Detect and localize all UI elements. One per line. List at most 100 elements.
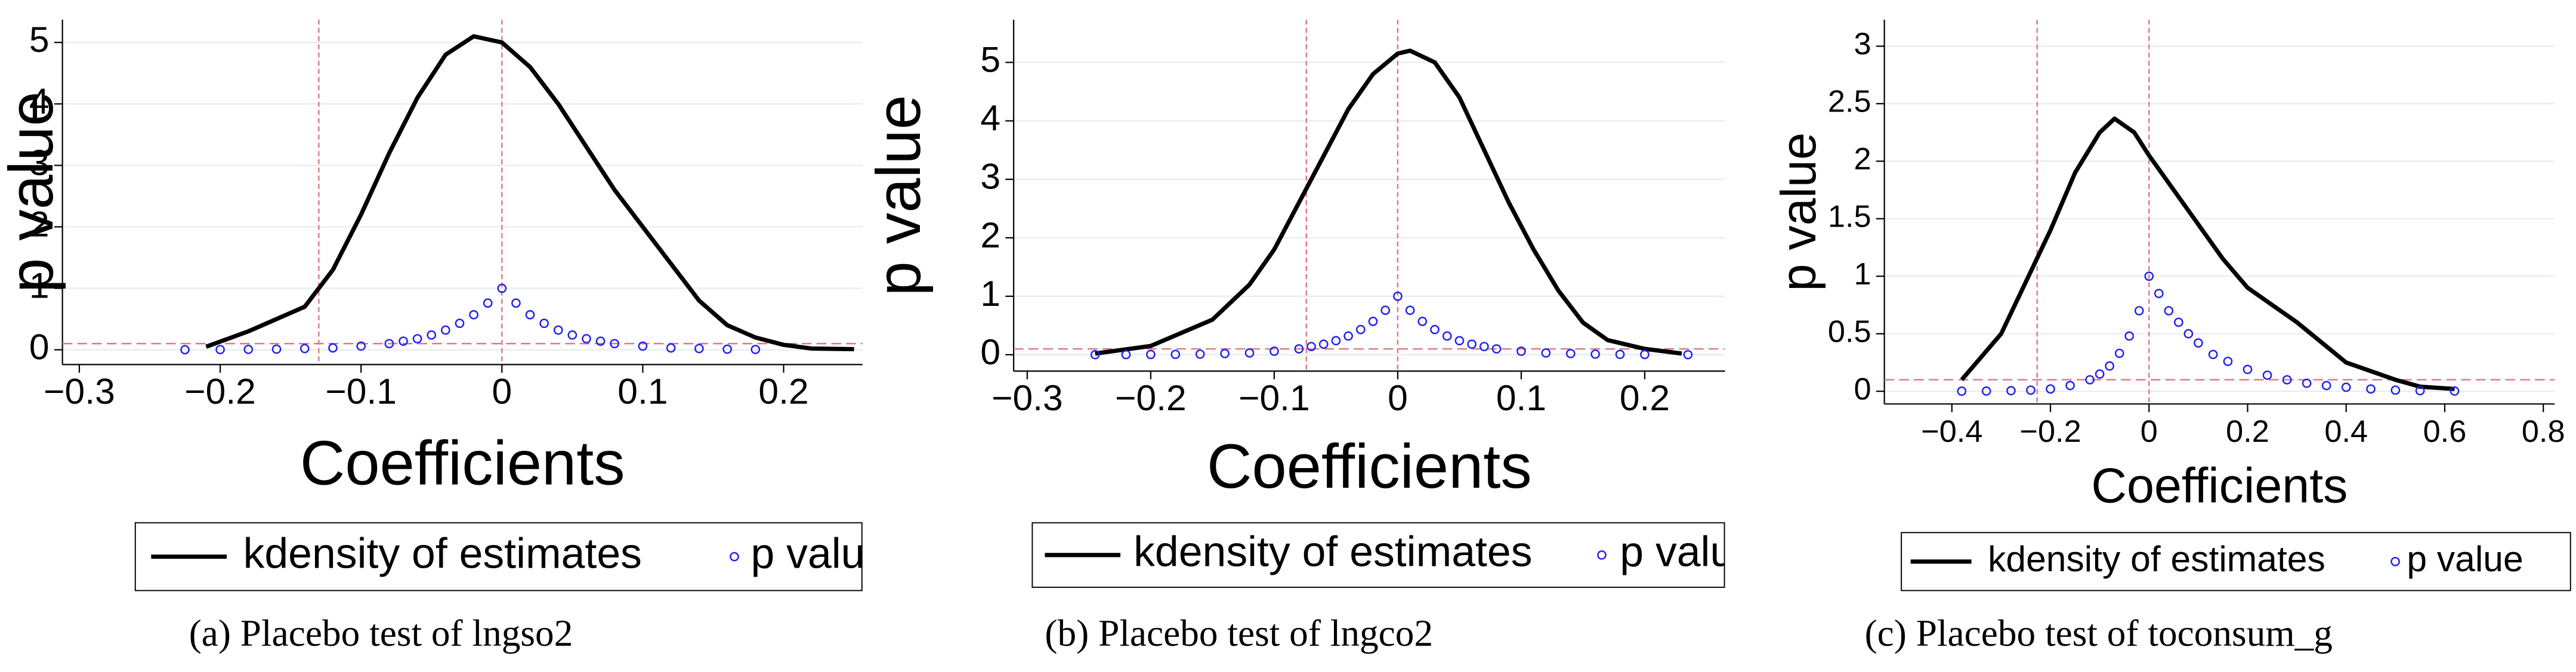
- p-value-point: [180, 345, 190, 355]
- legend-label: p value: [751, 529, 889, 577]
- y-tick-label: 1.5: [1828, 200, 1871, 234]
- y-tick-label: 2: [980, 215, 1000, 255]
- x-tick-label: −0.3: [992, 377, 1063, 418]
- y-tick-label: 5: [980, 39, 1000, 80]
- p-value-point: [750, 345, 761, 354]
- p-value-point: [299, 343, 310, 354]
- x-axis-title: Coefficients: [300, 428, 625, 498]
- x-tick-label: 0.2: [2226, 414, 2269, 449]
- x-tick-label: 0.1: [1496, 377, 1546, 418]
- p-value-point: [1294, 344, 1304, 354]
- y-tick-label: 1: [1854, 257, 1871, 292]
- p-value-point: [1331, 336, 1341, 346]
- p-value-point: [1380, 305, 1391, 315]
- p-value-point: [427, 330, 437, 340]
- x-tick-label: 0.1: [617, 371, 668, 411]
- p-value-point: [1121, 349, 1131, 360]
- p-value-point: [412, 334, 422, 343]
- p-value-point: [694, 343, 704, 354]
- p-value-point: [610, 339, 620, 349]
- y-tick-label: 2: [29, 203, 50, 244]
- p-value-point: [1405, 305, 1415, 315]
- panel: 0 1 2 3 4 5 −0.3 −0.2 −0.1 0 0.1 0.2 Coefficients p v…: [0, 19, 889, 654]
- x-tick-label: 0: [492, 371, 512, 411]
- p-value-point: [2134, 306, 2144, 316]
- x-tick-label: 0.4: [2324, 414, 2368, 449]
- legend-label: kdensity of estimates: [243, 529, 642, 577]
- legend-point-swatch: [730, 552, 739, 562]
- p-value-point: [2154, 289, 2164, 299]
- y-tick-label: 2: [1854, 142, 1871, 176]
- p-value-point: [666, 343, 676, 353]
- p-value-point: [553, 325, 563, 335]
- x-tick-label: 0: [2141, 414, 2158, 449]
- caption: (c) Placebo test of toconsum_g: [1865, 612, 2333, 654]
- p-value-point: [2208, 349, 2218, 360]
- p-value-point: [1090, 349, 1100, 360]
- y-tick-label: 4: [980, 98, 1000, 138]
- x-tick-label: 0: [1388, 377, 1408, 418]
- p-value-point: [2366, 384, 2376, 394]
- p-value-point: [582, 334, 591, 343]
- p-value-point: [2183, 329, 2194, 339]
- x-tick-label: −0.3: [44, 371, 115, 411]
- y-tick-label: 0: [1854, 372, 1871, 407]
- p-value-point: [2114, 348, 2124, 358]
- x-tick-label: 0.2: [758, 371, 808, 411]
- p-value-point: [595, 336, 606, 346]
- p-value-point: [1270, 346, 1279, 356]
- kdensity-line: [205, 34, 854, 352]
- p-value-point: [2173, 317, 2183, 327]
- x-tick-label: −0.1: [325, 371, 397, 411]
- p-value-point: [1244, 348, 1255, 358]
- p-value-point: [441, 325, 450, 335]
- p-value-point: [2341, 382, 2351, 392]
- y-tick-label: 1: [29, 265, 50, 306]
- p-value-point: [2124, 331, 2135, 341]
- p-value-point: [511, 298, 521, 308]
- p-value-point: [638, 341, 648, 351]
- y-tick-label: 3: [1854, 27, 1871, 61]
- p-value-point: [2282, 375, 2292, 385]
- p-value-point: [356, 341, 366, 351]
- p-value-point: [1146, 349, 1156, 360]
- legend-box: [1031, 522, 1725, 588]
- p-value-point: [1417, 317, 1428, 326]
- p-value-point: [243, 345, 254, 354]
- p-value-point: [384, 339, 394, 349]
- p-value-point: [2390, 385, 2401, 395]
- p-value-point: [2321, 380, 2331, 391]
- y-tick-label: 3: [980, 156, 1000, 197]
- p-value-point: [1393, 292, 1403, 301]
- x-tick-label: 0.6: [2423, 414, 2467, 449]
- p-value-point: [455, 318, 465, 329]
- panel: 0 0.5 1 1.5 2 2.5 3 −0.4 −0.2 0 0.2 0.4 0.6 0.8 Coeffi…: [1771, 20, 2571, 654]
- x-tick-label: 0.8: [2522, 414, 2565, 449]
- p-value-point: [722, 344, 732, 354]
- y-axis-title: p value: [0, 92, 66, 293]
- p-value-point: [1615, 349, 1625, 360]
- caption: (a) Placebo test of lngso2: [189, 612, 573, 654]
- y-tick-label: 0.5: [1828, 315, 1871, 349]
- y-tick-label: 0: [29, 327, 50, 367]
- p-value-point: [1355, 324, 1366, 335]
- legend-point-swatch: [1597, 550, 1607, 560]
- p-value-point: [1957, 386, 1967, 396]
- p-value-point: [2302, 378, 2312, 388]
- p-value-point: [1565, 349, 1576, 358]
- p-value-point: [1368, 317, 1378, 326]
- p-value-point: [2006, 386, 2016, 396]
- p-value-point: [1195, 349, 1205, 359]
- x-tick-label: −0.2: [2019, 414, 2081, 449]
- legend: kdensity of estimates p value: [134, 522, 889, 592]
- p-value-point: [2046, 384, 2055, 394]
- p-value-point: [1467, 339, 1477, 349]
- x-tick-label: 0.2: [1620, 377, 1670, 418]
- p-value-point: [567, 330, 577, 340]
- p-value-point: [1343, 331, 1353, 341]
- p-value-point: [1442, 331, 1452, 341]
- p-value-point: [2065, 380, 2075, 391]
- legend-box: [1901, 532, 2571, 592]
- p-value-point: [1479, 342, 1489, 352]
